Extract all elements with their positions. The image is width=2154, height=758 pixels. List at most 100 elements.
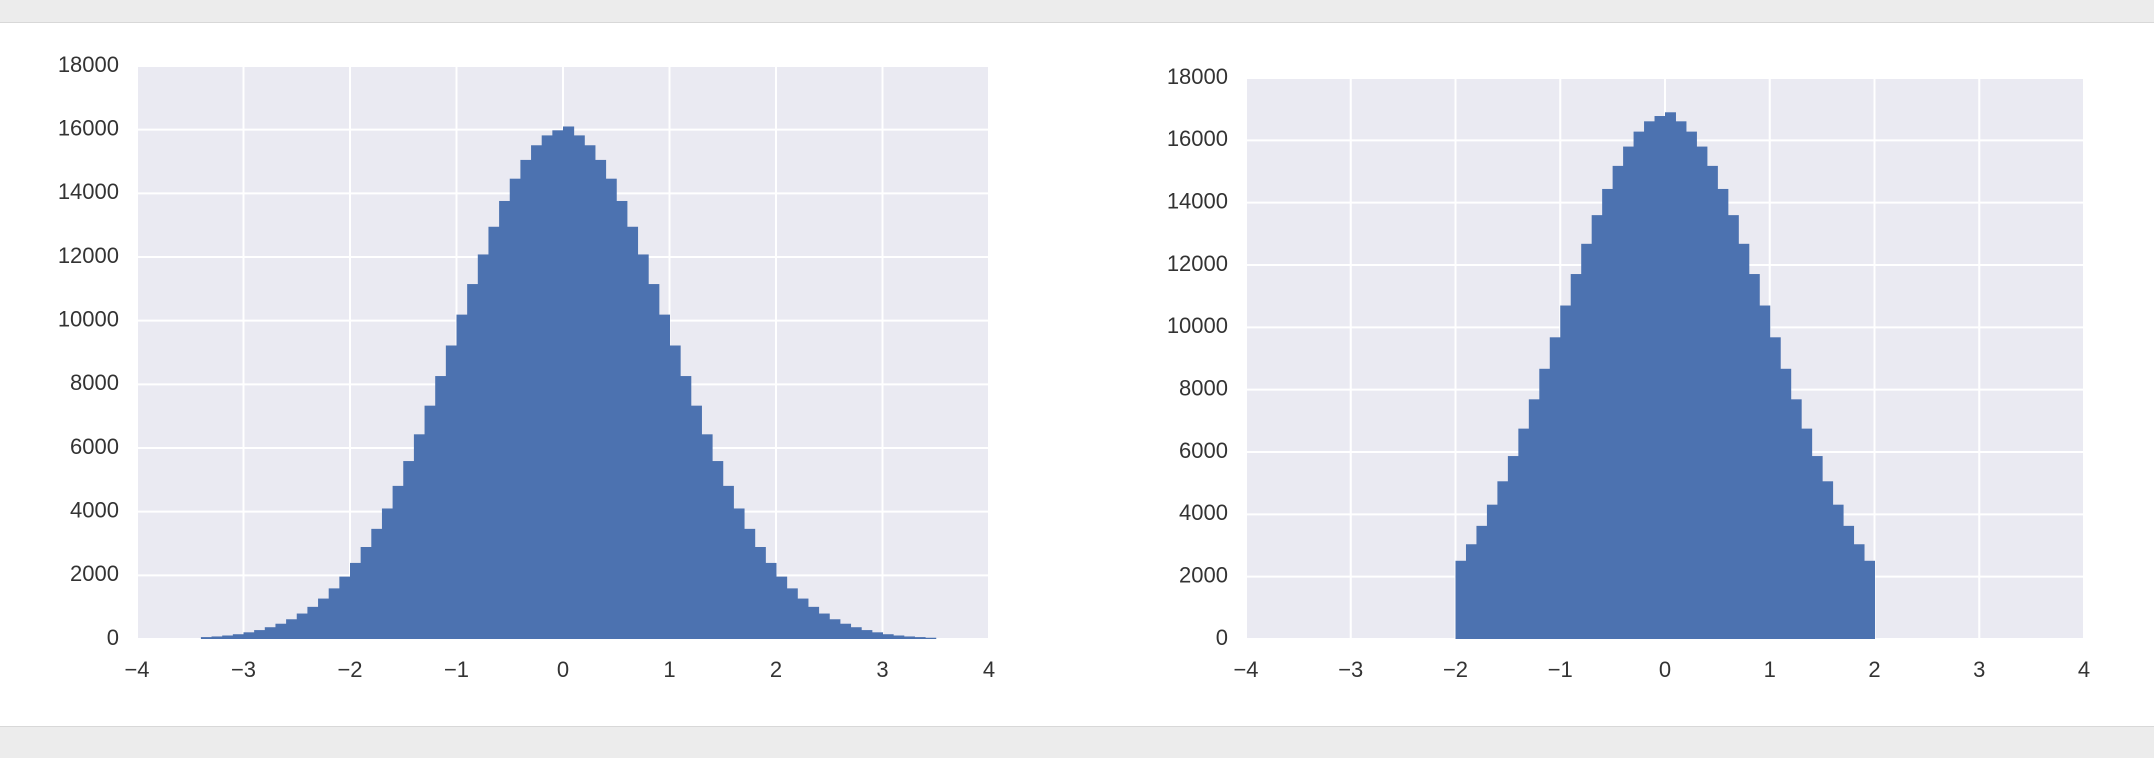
- bar: [254, 630, 266, 639]
- bar: [232, 634, 244, 639]
- bar: [637, 254, 649, 639]
- bar: [1539, 368, 1551, 639]
- bar: [392, 485, 404, 639]
- y-tick-label: 12000: [58, 243, 119, 268]
- bar: [829, 619, 841, 639]
- x-tick-label: 2: [770, 657, 782, 682]
- bar: [1612, 165, 1624, 639]
- y-tick-label: 0: [1216, 625, 1228, 650]
- y-tick-label: 8000: [70, 370, 119, 395]
- bar: [222, 635, 234, 639]
- x-tick-label: −3: [231, 657, 256, 682]
- bar: [1654, 116, 1666, 640]
- bar: [871, 632, 883, 639]
- y-tick-label: 12000: [1167, 251, 1228, 276]
- bar: [403, 461, 415, 639]
- bar: [701, 434, 713, 639]
- bar: [531, 145, 543, 639]
- bar: [350, 562, 362, 639]
- y-tick-label: 10000: [58, 306, 119, 331]
- bar: [381, 508, 394, 639]
- bar: [275, 623, 287, 639]
- y-tick-label: 8000: [1179, 375, 1228, 400]
- bar: [744, 528, 756, 639]
- bar: [690, 405, 702, 639]
- y-tick-label: 4000: [1179, 500, 1228, 525]
- x-tick-label: 3: [1973, 657, 1985, 682]
- x-tick-label: 4: [2078, 657, 2090, 682]
- bar: [658, 314, 670, 639]
- bar: [776, 576, 788, 639]
- bar: [296, 613, 308, 639]
- bar: [1790, 399, 1802, 639]
- bar: [435, 376, 447, 639]
- bar: [264, 627, 276, 639]
- bar: [1822, 481, 1834, 639]
- bar: [1497, 481, 1509, 639]
- bar: [722, 485, 734, 639]
- bar: [594, 159, 607, 640]
- bar: [914, 637, 926, 639]
- bar: [733, 508, 745, 639]
- bar: [1455, 560, 1467, 639]
- bar: [1717, 188, 1729, 639]
- bar: [882, 634, 894, 639]
- bar: [893, 635, 905, 639]
- bar: [339, 576, 351, 639]
- bar: [1685, 131, 1697, 639]
- bar: [925, 637, 937, 639]
- bar: [1623, 146, 1635, 640]
- y-tick-label: 18000: [58, 52, 119, 77]
- bar: [1476, 525, 1488, 639]
- bar: [605, 178, 617, 639]
- bar: [1748, 274, 1760, 639]
- y-tick-label: 2000: [1179, 562, 1228, 587]
- x-tick-label: 3: [876, 657, 888, 682]
- x-tick-label: −1: [444, 657, 469, 682]
- bar: [552, 130, 564, 639]
- y-tick-label: 6000: [1179, 438, 1228, 463]
- x-tick-label: −2: [337, 657, 362, 682]
- bar: [1801, 428, 1813, 639]
- bar: [286, 619, 298, 639]
- bar: [1843, 525, 1855, 639]
- bar: [1759, 305, 1771, 639]
- bar: [1507, 456, 1519, 639]
- x-tick-label: −4: [124, 657, 149, 682]
- bar: [786, 588, 798, 639]
- bar: [669, 345, 681, 639]
- bar: [318, 598, 330, 639]
- bar: [413, 434, 426, 639]
- bar: [488, 226, 500, 639]
- x-tick-label: 1: [663, 657, 675, 682]
- bar: [499, 200, 511, 639]
- bar: [1528, 399, 1540, 639]
- y-tick-label: 0: [107, 625, 119, 650]
- bar: [1832, 504, 1844, 639]
- x-tick-label: 0: [557, 657, 569, 682]
- bar: [616, 200, 628, 639]
- bar: [573, 135, 585, 639]
- bar: [861, 630, 873, 639]
- bar: [584, 145, 596, 639]
- bar: [1769, 337, 1781, 639]
- y-tick-label: 2000: [70, 561, 119, 586]
- bar: [1549, 337, 1561, 639]
- bar: [424, 405, 436, 639]
- y-tick-label: 14000: [1167, 188, 1228, 213]
- bar: [818, 613, 830, 639]
- y-tick-label: 4000: [70, 497, 119, 522]
- bar: [1738, 243, 1750, 639]
- bar: [1518, 428, 1530, 639]
- bar: [807, 606, 820, 639]
- y-tick-label: 6000: [70, 434, 119, 459]
- bar: [850, 627, 862, 639]
- bar: [467, 284, 479, 639]
- bar: [1633, 131, 1645, 639]
- y-tick-label: 16000: [58, 115, 119, 140]
- x-tick-label: −2: [1443, 657, 1468, 682]
- bar: [307, 606, 319, 639]
- x-tick-label: −1: [1548, 657, 1573, 682]
